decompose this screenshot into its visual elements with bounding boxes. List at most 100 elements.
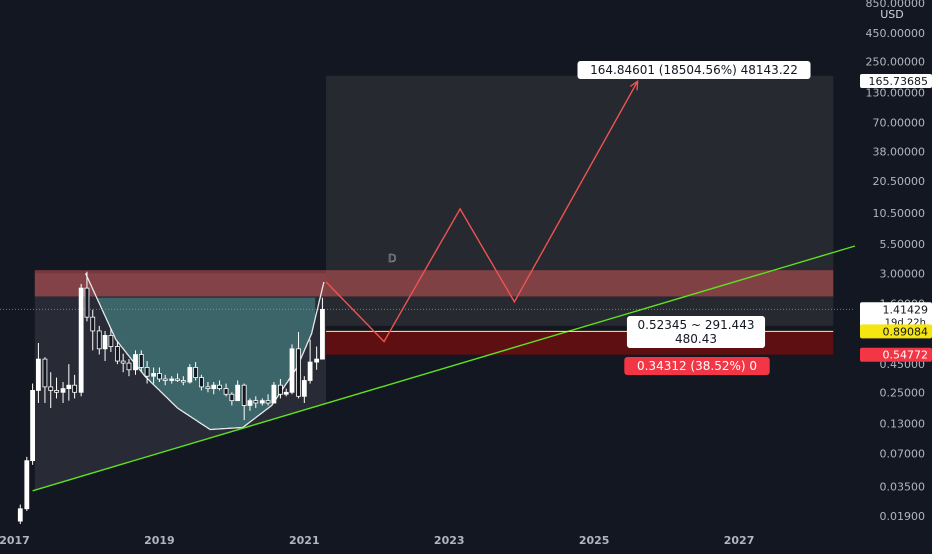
candle[interactable] bbox=[271, 382, 277, 404]
candle[interactable] bbox=[241, 383, 247, 421]
candle[interactable] bbox=[289, 344, 295, 395]
candle[interactable] bbox=[314, 346, 320, 370]
x-axis-tick-label: 2027 bbox=[724, 534, 755, 547]
candle[interactable] bbox=[17, 504, 23, 524]
candle[interactable] bbox=[199, 374, 204, 391]
candle[interactable] bbox=[180, 376, 186, 386]
candle-body-down bbox=[296, 348, 301, 397]
candle-body-up bbox=[289, 348, 295, 393]
candle[interactable] bbox=[296, 332, 301, 399]
projection-path[interactable] bbox=[325, 80, 639, 343]
candle-body-down bbox=[90, 316, 96, 332]
candle[interactable] bbox=[259, 398, 265, 406]
candle[interactable] bbox=[138, 350, 144, 373]
x-axis-tick-label: 2023 bbox=[434, 534, 465, 547]
candle[interactable] bbox=[96, 325, 102, 355]
target-zone bbox=[326, 75, 834, 326]
currency-label[interactable]: USD bbox=[880, 8, 904, 21]
candle-body-down bbox=[114, 346, 120, 362]
candle[interactable] bbox=[320, 297, 325, 360]
candle[interactable] bbox=[162, 374, 168, 386]
candle-body-down bbox=[229, 393, 235, 402]
candle[interactable] bbox=[223, 383, 229, 397]
cup-fill-zone bbox=[95, 297, 316, 430]
candle[interactable] bbox=[30, 383, 36, 465]
candle[interactable] bbox=[253, 396, 259, 409]
candle[interactable] bbox=[133, 350, 138, 375]
candle[interactable] bbox=[102, 330, 108, 362]
candle-body-down bbox=[278, 384, 283, 395]
price-badge-label: 1.41429 bbox=[883, 303, 929, 316]
candle[interactable] bbox=[205, 382, 211, 393]
candle-body-down bbox=[120, 360, 126, 364]
candle-body-down bbox=[48, 386, 54, 391]
y-axis-tick-label: 850.00000 bbox=[866, 0, 926, 10]
candle-body-down bbox=[241, 384, 247, 406]
y-axis-tick-label: 5.50000 bbox=[880, 238, 926, 251]
candle-body-up bbox=[307, 361, 313, 381]
candle[interactable] bbox=[265, 394, 271, 406]
candle[interactable] bbox=[235, 380, 241, 402]
candle[interactable] bbox=[157, 367, 162, 383]
candle-body-down bbox=[217, 384, 222, 390]
entry-label-text: 0.52345 ~ 291.443 bbox=[638, 318, 755, 332]
candle[interactable] bbox=[108, 328, 114, 352]
candle[interactable] bbox=[151, 367, 157, 384]
candle-body-down bbox=[84, 287, 90, 318]
candle[interactable] bbox=[144, 361, 150, 384]
candle[interactable] bbox=[66, 364, 72, 401]
candle-body-up bbox=[314, 358, 320, 363]
candle[interactable] bbox=[42, 357, 48, 403]
pattern-point-label: D bbox=[388, 252, 396, 265]
candle[interactable] bbox=[193, 362, 199, 381]
candle[interactable] bbox=[84, 271, 90, 322]
candle[interactable] bbox=[229, 392, 235, 406]
price-badge[interactable] bbox=[860, 302, 932, 329]
candle[interactable] bbox=[48, 372, 54, 409]
candle[interactable] bbox=[90, 309, 96, 351]
y-axis-tick-label: 0.25000 bbox=[880, 386, 926, 399]
cup-curve-line bbox=[84, 273, 325, 431]
candle-body-down bbox=[205, 386, 211, 390]
candle-body-up bbox=[102, 334, 108, 350]
candle-body-down bbox=[144, 367, 150, 377]
candle-body-down bbox=[199, 377, 204, 388]
candle[interactable] bbox=[36, 342, 41, 403]
candle-body-down bbox=[193, 367, 199, 378]
candle[interactable] bbox=[78, 283, 84, 397]
candle[interactable] bbox=[120, 353, 126, 373]
y-axis-tick-label: 0.01900 bbox=[880, 510, 926, 523]
candle[interactable] bbox=[54, 377, 59, 399]
candle-body-up bbox=[36, 358, 41, 391]
candle[interactable] bbox=[211, 382, 217, 395]
candle[interactable] bbox=[278, 379, 283, 399]
candle[interactable] bbox=[307, 339, 313, 384]
candle[interactable] bbox=[187, 364, 193, 384]
candle-body-up bbox=[320, 309, 325, 360]
candle[interactable] bbox=[169, 376, 175, 384]
price-badge[interactable] bbox=[860, 347, 932, 362]
candle-body-down bbox=[126, 362, 132, 371]
candle[interactable] bbox=[24, 456, 30, 511]
candle[interactable] bbox=[301, 376, 307, 403]
candle[interactable] bbox=[72, 374, 78, 399]
candle-body-up bbox=[271, 384, 277, 404]
candle-body-up bbox=[235, 384, 241, 402]
support-trendline[interactable] bbox=[32, 245, 856, 492]
price-badge[interactable] bbox=[860, 324, 932, 339]
candle[interactable] bbox=[60, 382, 66, 403]
candle[interactable] bbox=[247, 398, 253, 411]
candle[interactable] bbox=[126, 359, 132, 377]
entry-label-text: 480.43 bbox=[675, 332, 717, 346]
price-badge[interactable] bbox=[860, 74, 932, 89]
candle-body-down bbox=[72, 384, 78, 393]
candle[interactable] bbox=[175, 373, 180, 383]
target-label-text: 164.84601 (18504.56%) 48143.22 bbox=[590, 63, 798, 77]
candle[interactable] bbox=[217, 380, 222, 391]
x-axis-tick-label: 2021 bbox=[289, 534, 320, 547]
candle-body-down bbox=[162, 378, 168, 381]
candle[interactable] bbox=[283, 388, 289, 397]
candle[interactable] bbox=[114, 341, 120, 365]
candle-body-down bbox=[96, 330, 102, 350]
